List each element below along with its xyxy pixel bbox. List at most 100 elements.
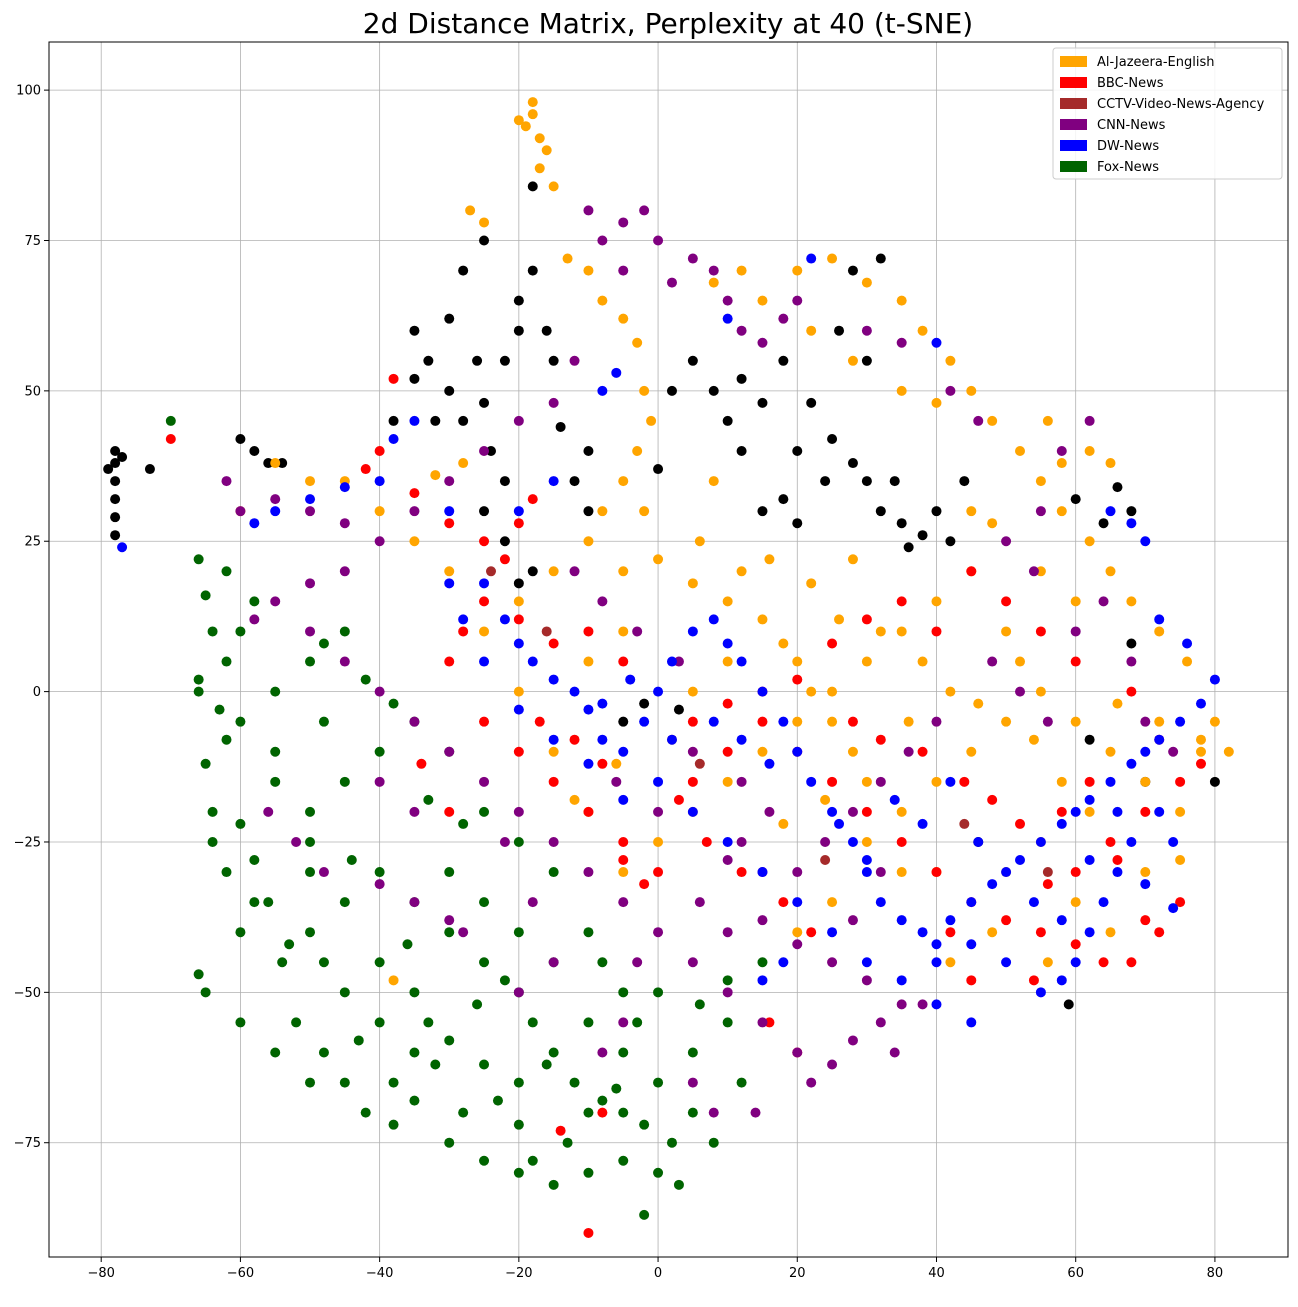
data-point: [548, 1047, 559, 1058]
data-point: [806, 686, 817, 697]
data-point: [722, 698, 733, 709]
data-point: [339, 626, 350, 637]
data-point: [534, 133, 545, 144]
data-point: [820, 476, 831, 487]
data-point: [214, 704, 225, 715]
data-point: [847, 746, 858, 757]
data-point: [569, 476, 580, 487]
data-point: [1070, 626, 1081, 637]
data-point: [1084, 927, 1095, 938]
data-point: [1035, 476, 1046, 487]
data-point: [966, 975, 977, 986]
data-point: [966, 939, 977, 950]
data-point: [548, 674, 559, 685]
data-point: [499, 614, 510, 625]
data-point: [1035, 506, 1046, 517]
data-point: [778, 494, 789, 505]
data-point: [653, 686, 664, 697]
data-point: [597, 758, 608, 769]
data-point: [618, 836, 629, 847]
data-point: [499, 355, 510, 366]
data-point: [1056, 776, 1067, 787]
data-point: [1070, 494, 1081, 505]
data-point: [597, 1047, 608, 1058]
data-point: [583, 265, 594, 276]
data-point: [666, 1137, 677, 1148]
data-point: [653, 1167, 664, 1178]
data-point: [499, 975, 510, 986]
data-point: [973, 698, 984, 709]
data-point: [1035, 566, 1046, 577]
data-point: [778, 897, 789, 908]
data-point: [1140, 915, 1151, 926]
data-point: [1035, 686, 1046, 697]
data-point: [611, 367, 622, 378]
data-point: [847, 915, 858, 926]
data-point: [486, 446, 497, 457]
data-point: [618, 626, 629, 637]
data-point: [917, 325, 928, 336]
data-point: [409, 506, 420, 517]
data-point: [479, 626, 490, 637]
data-point: [249, 614, 260, 625]
data-point: [444, 927, 455, 938]
data-point: [708, 476, 719, 487]
data-point: [513, 518, 524, 529]
data-point: [1168, 836, 1179, 847]
data-point: [472, 355, 483, 366]
data-point: [527, 897, 538, 908]
data-point: [235, 716, 246, 727]
data-point: [917, 999, 928, 1010]
data-point: [1042, 415, 1053, 426]
data-point: [687, 578, 698, 589]
data-point: [945, 957, 956, 968]
data-point: [1084, 415, 1095, 426]
data-point: [611, 758, 622, 769]
data-point: [527, 109, 538, 120]
data-point: [1001, 915, 1012, 926]
series-points-0: [165, 415, 768, 1220]
data-point: [687, 626, 698, 637]
data-point: [931, 939, 942, 950]
data-point: [1126, 638, 1137, 649]
data-point: [1126, 656, 1137, 667]
data-point: [562, 1137, 573, 1148]
data-point: [827, 957, 838, 968]
data-point: [875, 734, 886, 745]
data-point: [861, 855, 872, 866]
data-point: [722, 295, 733, 306]
data-point: [221, 476, 232, 487]
data-point: [1126, 518, 1137, 529]
data-point: [318, 1047, 329, 1058]
data-point: [527, 97, 538, 108]
legend-swatch: [1060, 119, 1087, 130]
legend-label: Fox-News: [1097, 160, 1159, 175]
data-point: [458, 265, 469, 276]
data-point: [374, 686, 385, 697]
data-point: [513, 415, 524, 426]
data-point: [1154, 614, 1165, 625]
data-point: [1223, 746, 1234, 757]
data-point: [513, 506, 524, 517]
data-point: [722, 313, 733, 324]
data-point: [653, 987, 664, 998]
data-point: [339, 656, 350, 667]
data-point: [479, 1155, 490, 1166]
data-point: [1182, 638, 1193, 649]
data-point: [249, 855, 260, 866]
data-point: [820, 855, 831, 866]
data-point: [513, 686, 524, 697]
data-point: [249, 518, 260, 529]
legend-label: CCTV-Video-News-Agency: [1097, 97, 1265, 112]
data-point: [486, 566, 497, 577]
data-point: [277, 957, 288, 968]
data-point: [103, 464, 114, 475]
data-point: [1140, 536, 1151, 547]
data-point: [861, 957, 872, 968]
data-point: [945, 927, 956, 938]
data-point: [409, 897, 420, 908]
data-point: [792, 446, 803, 457]
data-point: [353, 1035, 364, 1046]
data-point: [479, 397, 490, 408]
data-point: [409, 536, 420, 547]
